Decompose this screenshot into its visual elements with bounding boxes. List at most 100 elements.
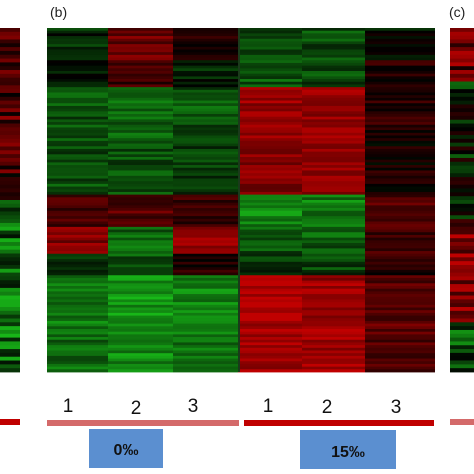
- heatmap-cell: [47, 248, 108, 252]
- heatmap-cell: [365, 146, 435, 150]
- panel-c-group-bar: [450, 419, 474, 425]
- heatmap-cell: [365, 60, 435, 64]
- heatmap-cell: [450, 184, 474, 189]
- heatmap-cell: [365, 103, 435, 107]
- heatmap-cell: [302, 259, 365, 263]
- heatmap-cell: [108, 57, 173, 61]
- heatmap-cell: [173, 267, 238, 271]
- heatmap-cell: [450, 173, 474, 178]
- heatmap-cell: [173, 355, 238, 359]
- heatmap-cell: [108, 337, 173, 341]
- heatmap-cell: [173, 318, 238, 322]
- heatmap-cell: [173, 315, 238, 319]
- heatmap-cell: [0, 314, 20, 319]
- heatmap-cell: [302, 307, 365, 311]
- heatmap-cell: [365, 140, 435, 144]
- heatmap-cell: [238, 291, 302, 295]
- heatmap-cell: [365, 116, 435, 120]
- heatmap-cell: [365, 323, 435, 327]
- heatmap-cell: [47, 100, 108, 104]
- heatmap-cell: [108, 251, 173, 255]
- heatmap-cell: [238, 296, 302, 300]
- heatmap-cell: [0, 180, 20, 186]
- heatmap-cell: [108, 103, 173, 107]
- heatmap-cell: [0, 92, 20, 98]
- heatmap-cell: [302, 76, 365, 80]
- heatmap-cell: [173, 105, 238, 110]
- heatmap-cell: [108, 304, 173, 308]
- heatmap-cell: [365, 71, 435, 75]
- heatmap-cell: [47, 167, 108, 171]
- heatmap-cell: [108, 173, 173, 177]
- heatmap-cell: [302, 36, 365, 40]
- heatmap-cell: [0, 150, 20, 155]
- heatmap-cell: [173, 363, 238, 368]
- heatmap-cell: [238, 103, 302, 107]
- heatmap-cell: [108, 366, 173, 370]
- heatmap-cell: [450, 352, 474, 358]
- heatmap-cell: [47, 44, 108, 48]
- heatmap-cell: [108, 302, 173, 306]
- heatmap-cell: [302, 237, 365, 241]
- heatmap-cell: [108, 307, 173, 311]
- heatmap-cell: [0, 219, 20, 224]
- heatmap-cell: [0, 100, 20, 105]
- heatmap-cell: [450, 215, 474, 220]
- heatmap-cell: [0, 70, 20, 75]
- heatmap-cell: [0, 356, 20, 361]
- heatmap-cell: [365, 49, 435, 53]
- heatmap-cell: [173, 339, 238, 343]
- heatmap-cell: [365, 245, 435, 249]
- heatmap-cell: [302, 170, 365, 174]
- heatmap-cell: [0, 352, 20, 358]
- heatmap-cell: [173, 307, 238, 311]
- heatmap-cell: [238, 302, 302, 306]
- heatmap-cell: [173, 237, 238, 241]
- heatmap-cell: [108, 135, 173, 139]
- heatmap-cell: [450, 112, 474, 117]
- heatmap-cell: [0, 242, 20, 247]
- heatmap-cell: [173, 342, 238, 346]
- heatmap-cell: [108, 130, 173, 134]
- heatmap-cell: [238, 369, 302, 373]
- heatmap-cell: [47, 119, 108, 123]
- heatmap-cell: [47, 210, 108, 214]
- heatmap-cell: [47, 200, 108, 204]
- heatmap-cell: [173, 130, 238, 134]
- heatmap-cell: [173, 310, 238, 314]
- heatmap-cell: [47, 272, 108, 276]
- heatmap-cell: [173, 119, 238, 123]
- heatmap-cell: [47, 108, 108, 112]
- heatmap-cell: [238, 127, 302, 131]
- heatmap-cell: [302, 310, 365, 314]
- heatmap-cell: [365, 221, 435, 225]
- heatmap-cell: [450, 207, 474, 212]
- heatmap-cell: [47, 30, 108, 34]
- heatmap-cell: [47, 256, 108, 260]
- heatmap-cell: [173, 151, 238, 155]
- heatmap-cell: [173, 62, 238, 67]
- heatmap-cell: [47, 157, 108, 161]
- heatmap-cell: [108, 294, 173, 298]
- heatmap-cell: [450, 257, 474, 262]
- heatmap-cell: [47, 89, 108, 93]
- heatmap-cell: [302, 68, 365, 72]
- heatmap-cell: [302, 366, 365, 370]
- heatmap-cell: [238, 194, 302, 198]
- heatmap-cell: [365, 243, 435, 247]
- heatmap-cell: [173, 173, 238, 177]
- heatmap-cell: [238, 151, 302, 155]
- heatmap-cell: [0, 96, 20, 102]
- heatmap-cell: [450, 81, 474, 86]
- heatmap-cell: [238, 68, 302, 72]
- heatmap-cell: [47, 264, 108, 268]
- heatmap-cell: [450, 35, 474, 40]
- heatmap-cell: [108, 291, 173, 295]
- heatmap-cell: [450, 180, 474, 186]
- heatmap-cell: [47, 280, 108, 284]
- heatmap-cell: [302, 162, 365, 166]
- heatmap-cell: [47, 33, 108, 37]
- heatmap-cell: [365, 95, 435, 99]
- heatmap-cell: [365, 189, 435, 193]
- heatmap-cell: [47, 310, 108, 314]
